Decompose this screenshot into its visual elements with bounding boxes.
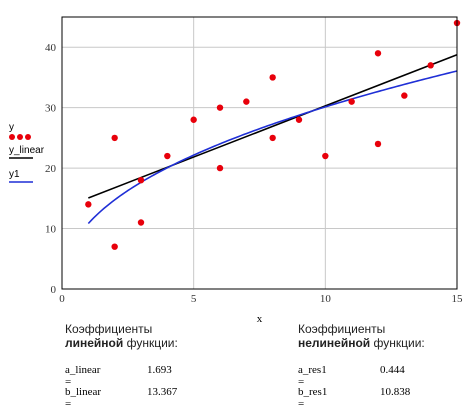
b-linear-name: b_linear = [65, 386, 102, 410]
nonlinear-coef-heading: Коэффициенты нелинейной функции: [298, 322, 425, 350]
plot-frame [61, 16, 458, 290]
data-point [427, 62, 434, 69]
x-tick-labels: 0 5 10 15 [59, 293, 463, 305]
y-tick-label: 40 [45, 42, 57, 54]
linear-heading-line2: линейной функции: [65, 336, 178, 350]
data-point [137, 219, 145, 226]
data-point [269, 134, 276, 142]
legend-y-label: y [9, 122, 14, 133]
data-point [216, 164, 224, 172]
data-point [348, 98, 355, 105]
data-point [164, 152, 171, 160]
y-tick-label: 30 [45, 103, 57, 115]
nonlinear-fit-curve [87, 70, 458, 225]
data-point [374, 50, 382, 57]
b-res1-name: b_res1 = [298, 386, 328, 410]
data-point [85, 201, 92, 208]
data-point [374, 140, 382, 148]
linear-heading-line1: Коэффициенты [65, 322, 153, 336]
grid [62, 17, 457, 289]
x-axis-label: x [257, 313, 263, 325]
data-points [85, 19, 461, 250]
data-point [269, 74, 276, 81]
nonlinear-heading-line1: Коэффициенты [298, 322, 386, 336]
y-tick-label: 10 [45, 224, 57, 236]
legend-y-linear-label: y_linear [9, 145, 45, 156]
data-point [111, 134, 118, 142]
data-point [190, 116, 197, 123]
x-tick-label: 5 [191, 293, 197, 305]
b-res1-value: 10.838 [380, 386, 411, 398]
x-tick-label: 10 [320, 293, 332, 305]
data-point [295, 116, 303, 123]
legend-y1-label: y1 [9, 169, 20, 180]
data-point [137, 177, 145, 184]
legend-y-marker [17, 134, 23, 140]
x-tick-label: 15 [452, 293, 464, 305]
legend: y y_linear y1 [9, 122, 45, 183]
nonlinear-heading-bold: нелинейной [298, 336, 371, 350]
x-tick-label: 0 [59, 293, 65, 305]
a-res1-value: 0.444 [380, 364, 405, 376]
linear-heading-rest: функции: [126, 336, 178, 350]
y-tick-label: 0 [51, 284, 57, 296]
data-point [322, 152, 329, 160]
data-point [243, 98, 250, 105]
linear-coef-heading: Коэффициенты линейной функции: [65, 322, 178, 350]
a-linear-value: 1.693 [147, 364, 172, 376]
data-point [401, 92, 408, 99]
a-res1-name: a_res1 = [298, 364, 327, 388]
linear-heading-bold: линейной [65, 336, 124, 350]
b-linear-value: 13.367 [147, 386, 178, 398]
nonlinear-heading-line2: нелинейной функции: [298, 336, 425, 350]
data-point [216, 104, 224, 111]
legend-y-marker [25, 134, 31, 140]
linear-fit-line [88, 53, 458, 199]
legend-y-marker [9, 134, 15, 140]
y-tick-labels: 0 10 20 30 40 [45, 42, 57, 296]
regression-chart: 0 10 20 30 40 0 5 10 15 x y y_linear y1 [9, 16, 463, 325]
data-point [111, 243, 118, 250]
nonlinear-heading-rest: функции: [373, 336, 425, 350]
fit-lines [87, 53, 458, 225]
a-linear-name: a_linear = [65, 364, 101, 388]
y-tick-label: 20 [45, 163, 57, 175]
